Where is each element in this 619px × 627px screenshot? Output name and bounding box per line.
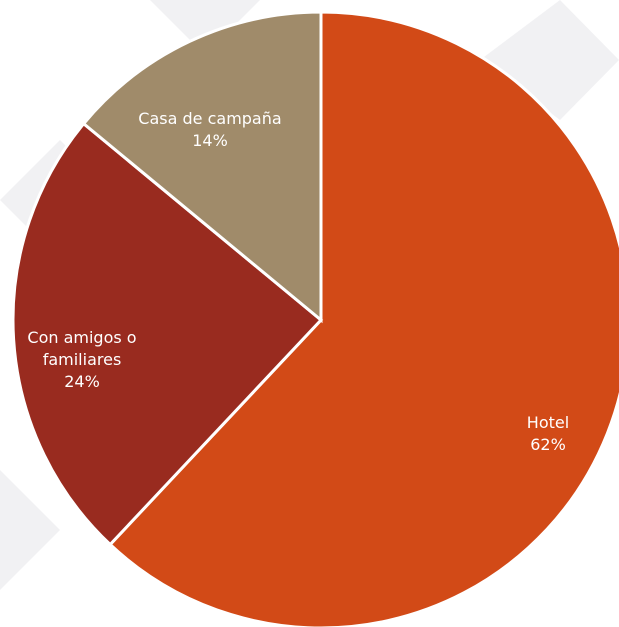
category-name: Con amigos o familiares — [27, 328, 137, 369]
bg-shape — [150, 0, 260, 55]
pie-slice — [81, 10, 323, 324]
slice-label: Hotel 62% — [508, 412, 588, 456]
value-label: 24% — [64, 372, 100, 391]
slice-label: Con amigos o familiares 24% — [7, 327, 157, 393]
slice-label: Casa de campaña 14% — [110, 108, 310, 152]
category-name: Hotel — [526, 413, 570, 432]
category-name: Casa de campaña — [138, 109, 282, 128]
pie-slice — [11, 121, 324, 547]
value-label: 62% — [530, 435, 566, 454]
bg-shape — [0, 470, 60, 590]
value-label: 14% — [192, 131, 228, 150]
pie-slice — [108, 10, 619, 627]
bg-shape — [480, 0, 619, 120]
